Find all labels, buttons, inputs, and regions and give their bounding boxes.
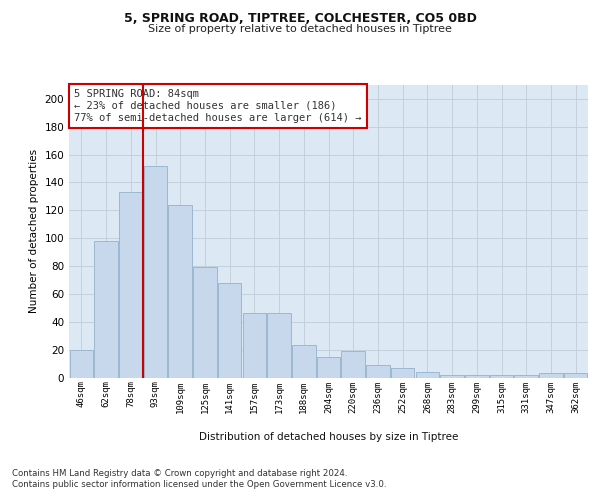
- Bar: [218, 283, 241, 378]
- Text: Size of property relative to detached houses in Tiptree: Size of property relative to detached ho…: [148, 24, 452, 34]
- Bar: [169, 205, 192, 378]
- Bar: [391, 368, 415, 378]
- Bar: [341, 351, 365, 378]
- Text: Distribution of detached houses by size in Tiptree: Distribution of detached houses by size …: [199, 432, 458, 442]
- Bar: [317, 356, 340, 378]
- Bar: [564, 374, 587, 378]
- Y-axis label: Number of detached properties: Number of detached properties: [29, 149, 39, 314]
- Text: Contains HM Land Registry data © Crown copyright and database right 2024.: Contains HM Land Registry data © Crown c…: [12, 469, 347, 478]
- Bar: [144, 166, 167, 378]
- Bar: [268, 314, 291, 378]
- Text: Contains public sector information licensed under the Open Government Licence v3: Contains public sector information licen…: [12, 480, 386, 489]
- Bar: [440, 374, 464, 378]
- Bar: [366, 365, 389, 378]
- Bar: [514, 374, 538, 378]
- Bar: [242, 314, 266, 378]
- Bar: [416, 372, 439, 378]
- Text: 5 SPRING ROAD: 84sqm
← 23% of detached houses are smaller (186)
77% of semi-deta: 5 SPRING ROAD: 84sqm ← 23% of detached h…: [74, 90, 362, 122]
- Bar: [119, 192, 143, 378]
- Bar: [94, 241, 118, 378]
- Bar: [490, 374, 513, 378]
- Bar: [465, 374, 488, 378]
- Bar: [292, 346, 316, 378]
- Bar: [539, 374, 563, 378]
- Text: 5, SPRING ROAD, TIPTREE, COLCHESTER, CO5 0BD: 5, SPRING ROAD, TIPTREE, COLCHESTER, CO5…: [124, 12, 476, 26]
- Bar: [70, 350, 93, 378]
- Bar: [193, 268, 217, 378]
